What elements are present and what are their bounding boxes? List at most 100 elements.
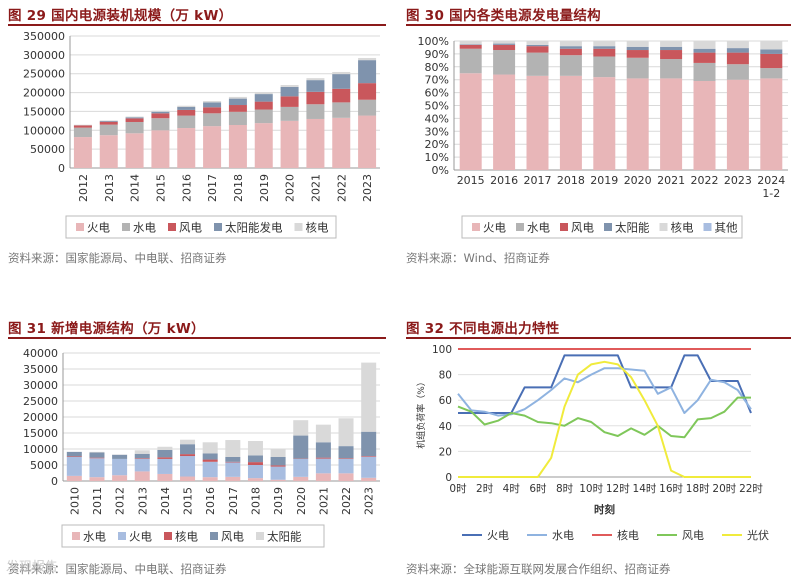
bar-segment [254, 92, 273, 95]
x-tick-label: 18时 [686, 483, 710, 495]
y-tick-label: 40% [425, 112, 449, 125]
bar-segment [73, 127, 92, 138]
bar-segment [493, 74, 516, 170]
bar-segment [493, 50, 516, 75]
x-tick-label: 2016 [204, 487, 217, 515]
bar-segment [177, 128, 196, 168]
x-tick-label: 12时 [606, 483, 630, 495]
bar-segment [726, 41, 749, 49]
bar-segment [293, 420, 309, 436]
bar-segment [99, 121, 118, 122]
x-tick-label: 0时 [449, 483, 467, 495]
legend-swatch [703, 223, 712, 231]
legend-swatch [118, 532, 126, 540]
bar-segment [293, 435, 309, 459]
y-tick-label: 15000 [23, 427, 58, 440]
bar-segment [125, 118, 144, 122]
x-tick-label: 20时 [712, 483, 736, 495]
bar-segment [559, 55, 582, 76]
y-tick-label: 200000 [23, 87, 65, 100]
bar-segment [660, 59, 683, 79]
panel-installed-capacity: 图 29 国内电源装机规模（万 kW） 0 50000 100000 150000 20… [8, 0, 386, 270]
bar-segment [493, 43, 516, 45]
bar-segment [89, 457, 105, 459]
bar-segment [559, 46, 582, 49]
x-tick-label: 2018 [557, 174, 585, 187]
bar-segment [89, 458, 105, 478]
y-tick-label: 60 [439, 395, 452, 407]
legend-label: 水电 [83, 530, 106, 544]
legend-swatch [164, 532, 172, 540]
y-tick-label: 70% [425, 74, 449, 87]
legend-box [61, 524, 325, 548]
bar-segment [228, 125, 247, 168]
bar-segment [760, 78, 783, 170]
bar-segment [626, 57, 649, 79]
legend-swatch [256, 532, 264, 540]
bar-segment [89, 452, 105, 458]
bar-segment [493, 41, 516, 44]
legend-label: 光伏 [747, 528, 769, 542]
bar-segment [526, 46, 549, 53]
x-tick-label: 2018 [249, 487, 262, 515]
bar-segment [459, 44, 482, 45]
bar-segment [726, 48, 749, 53]
bar-segment [270, 448, 286, 457]
x-tick-label: 2015 [154, 174, 167, 202]
bar-segment [203, 107, 222, 114]
bar-segment [202, 459, 218, 462]
legend-label: 核电 [671, 221, 694, 235]
bar-segment [151, 110, 170, 112]
x-tick-label: 2014 [129, 174, 142, 202]
bar-segment [526, 41, 549, 45]
series-line [458, 354, 752, 414]
bar-segment [280, 96, 299, 107]
bar-segment [526, 52, 549, 76]
y-tick-label: 20% [425, 138, 449, 151]
bar-segment [760, 53, 783, 69]
bar-segment [270, 465, 286, 467]
x-tick-label: 2022 [335, 174, 348, 202]
legend-label: 火电 [487, 529, 509, 542]
legend-label: 风电 [682, 529, 704, 542]
bar-segment [89, 451, 105, 453]
y-tick-label: 40000 [23, 347, 58, 360]
title-divider [8, 24, 386, 26]
bar-segment [315, 442, 331, 458]
bar-segment [459, 73, 482, 170]
panel-title: 图 30 国内各类电源发电量结构 [406, 8, 601, 24]
bar-segment [247, 465, 263, 479]
bar-segment [112, 475, 128, 481]
x-tick-label: 16时 [659, 483, 683, 495]
bar-segment [99, 135, 118, 168]
y-tick-label: 80% [425, 61, 449, 74]
x-tick-label: 2019 [590, 174, 618, 187]
y-tick-label: 50000 [30, 143, 65, 156]
y-tick-label: 150000 [23, 105, 65, 118]
bar-segment [526, 44, 549, 47]
x-tick-label: 2016 [490, 174, 518, 187]
y-tick-label: 5000 [30, 459, 58, 472]
title-divider [406, 337, 791, 339]
bar-segment [559, 75, 582, 170]
legend-box [65, 215, 337, 239]
bar-segment [151, 111, 170, 114]
y-tick-label: 100000 [23, 124, 65, 137]
bar-segment [280, 120, 299, 168]
bar-segment [626, 78, 649, 170]
bar-segment [203, 101, 222, 103]
bar-segment [134, 471, 150, 481]
legend-box [461, 215, 743, 239]
bar-segment [315, 458, 331, 474]
x-tick-label: 22时 [739, 483, 763, 495]
x-tick-label: 2016 [180, 174, 193, 202]
legend-label: 核电 [617, 528, 639, 542]
bar-segment [361, 362, 377, 432]
bar-segment [660, 41, 683, 47]
bar-segment [180, 476, 196, 481]
bar-segment [151, 113, 170, 119]
y-tick-label: 80 [439, 370, 452, 382]
bar-segment [202, 477, 218, 481]
legend-label: 火电 [87, 221, 110, 235]
bar-segment [180, 439, 196, 445]
